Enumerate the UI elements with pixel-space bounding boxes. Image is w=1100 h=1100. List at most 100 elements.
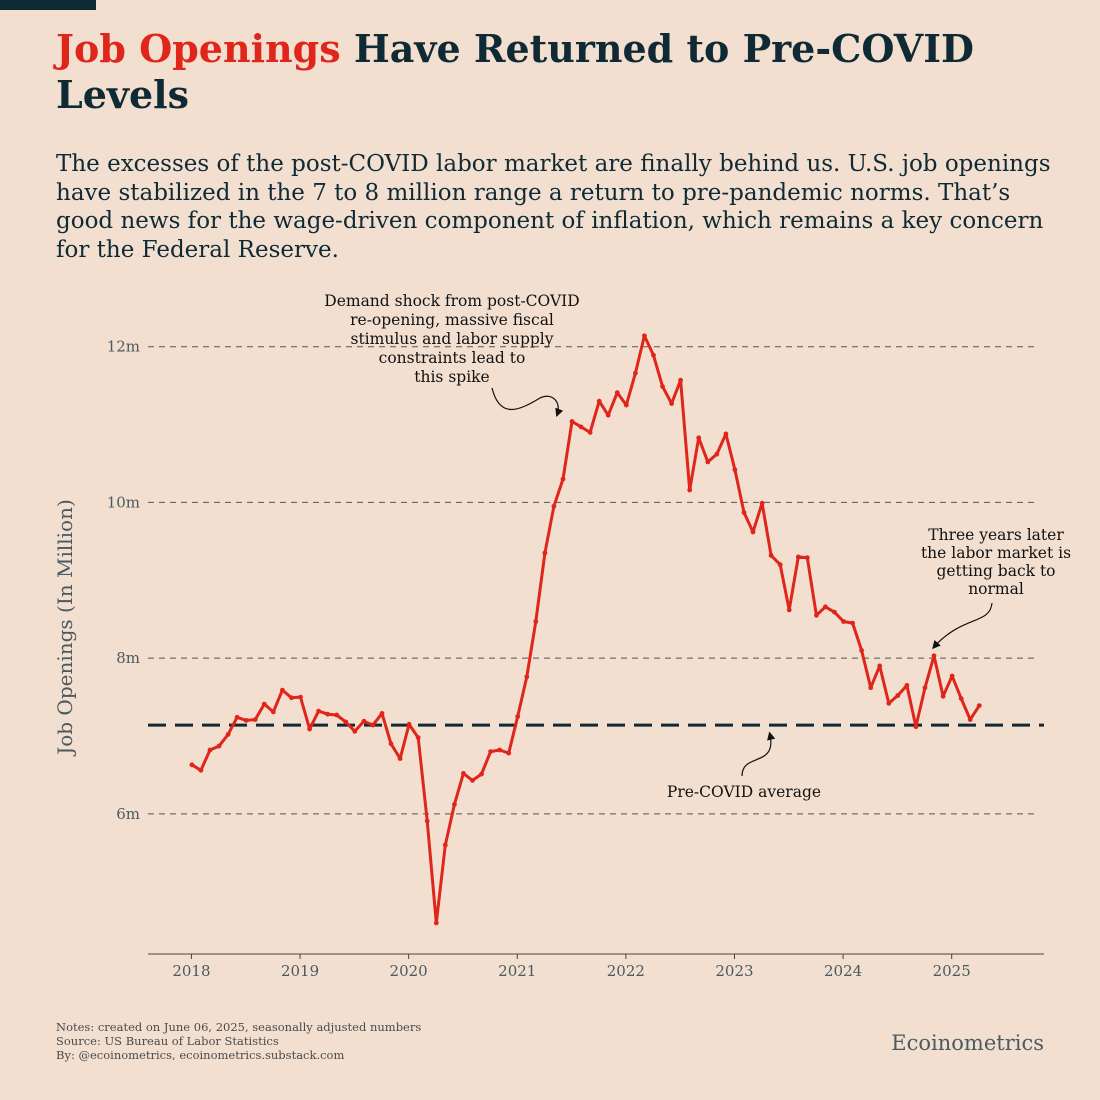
data-point [714,451,720,457]
data-point [370,722,376,728]
data-point [904,683,910,688]
data-point [841,619,846,624]
data-point [433,920,439,926]
data-point [361,718,367,724]
data-point [886,700,892,706]
annotation-spike-arrow [491,387,564,418]
data-point [741,510,747,515]
annotation-normal-arrow [932,602,993,650]
data-point [777,562,783,568]
data-point [506,750,512,756]
data-point [633,370,638,376]
annotation-precovid-arrow [741,731,776,777]
data-point [551,503,557,509]
data-point [569,419,575,424]
y-tick-label: 10m [107,493,140,511]
data-point [877,663,883,669]
data-point [596,398,602,404]
annotation-precovid-text: Pre-COVID average [667,783,821,801]
annotation-spike-text: stimulus and labor supply [351,330,554,348]
data-point [859,648,864,653]
annotation-spike-text: Demand shock from post-COVID [324,292,579,310]
data-point [442,842,448,848]
x-tick-label: 2018 [172,962,210,980]
data-point [289,695,294,701]
annotation-spike-text: re-opening, massive fiscal [350,311,554,329]
data-point [949,673,955,679]
data-point [415,735,421,740]
data-point [334,712,340,718]
data-point [515,714,521,719]
data-point [207,747,213,753]
data-point [198,767,204,773]
x-tick-label: 2023 [715,962,753,980]
data-point [406,721,412,727]
footer-notes: Notes: created on June 06, 2025, seasona… [56,1020,421,1062]
data-point [533,619,539,624]
data-point [814,612,819,618]
data-point [261,701,267,707]
data-point [424,818,430,824]
data-point [497,747,502,753]
data-point [605,412,611,418]
data-point [397,756,403,761]
brand-name: Ecoinometrics [891,1031,1044,1055]
x-tick-label: 2020 [390,962,428,980]
x-tick-label: 2019 [281,962,319,980]
data-point [587,430,593,435]
x-tick-label: 2022 [607,962,645,980]
data-point [669,401,674,406]
y-axis-label: Job Openings (In Million) [53,499,77,757]
data-point [388,741,394,747]
data-point [795,554,801,560]
annotation-normal-text: normal [968,580,1024,598]
annotation-spike-text: this spike [414,368,489,386]
data-point [868,685,874,691]
data-point [461,771,466,776]
data-point [705,459,711,465]
data-point [298,694,303,700]
data-point [623,402,629,408]
data-point [759,500,765,506]
data-point [750,529,756,535]
data-point [325,711,331,717]
data-point [189,762,195,768]
data-point [642,333,647,339]
corner-accent-bar [0,0,96,10]
data-point [316,708,321,714]
data-point [343,719,349,725]
data-point [678,377,683,383]
y-tick-label: 8m [116,649,140,667]
data-point [225,732,231,737]
annotation-normal-text: the labor market is [921,544,1071,562]
notes-line: Notes: created on June 06, 2025, seasona… [56,1020,422,1034]
data-point [524,674,530,680]
data-point [967,717,973,722]
data-point [216,743,222,749]
annotation-spike-text: constraints lead to [379,349,526,367]
data-point [660,384,665,389]
data-point [234,714,240,720]
data-point [379,711,385,716]
data-point [470,778,475,783]
x-tick-label: 2025 [933,962,971,980]
data-point [832,609,837,615]
annotation-normal-text: Three years later [928,526,1064,544]
title-rest: Have Returned to Pre-COVID Levels [56,26,975,117]
series-line-job-openings [191,334,981,925]
data-point [823,604,828,610]
data-point [786,607,792,613]
data-point [270,709,276,715]
data-point [687,487,693,493]
data-point [723,431,729,437]
byline: By: @ecoinometrics, ecoinometrics.substa… [56,1048,345,1062]
data-point [479,771,484,777]
data-point [542,550,548,556]
data-point [696,435,702,441]
chart-subtitle: The excesses of the post-COVID labor mar… [56,151,1051,263]
data-point [352,728,358,734]
data-point [976,703,982,708]
x-tick-label: 2021 [498,962,536,980]
data-point [850,620,855,626]
